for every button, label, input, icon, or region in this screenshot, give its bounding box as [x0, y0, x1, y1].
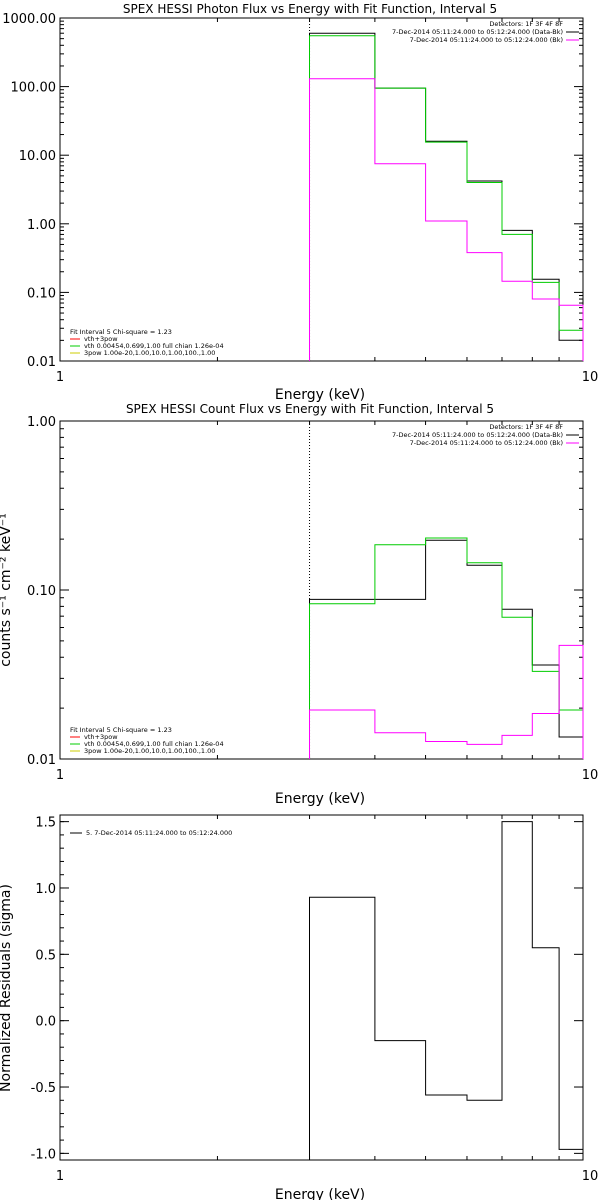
y-tick-label: 1000.00: [2, 12, 56, 27]
photon-flux-panel: SPEX HESSI Photon Flux vs Energy with Fi…: [2, 2, 598, 403]
legend-entry-text: 7-Dec-2014 05:11:24.000 to 05:12:24.000 …: [410, 36, 563, 44]
y-tick-label: 0.0: [35, 1015, 56, 1030]
x-tick-label: 10: [582, 1169, 599, 1184]
legend-entry-text: Fit Interval 5 Chi-square = 1.23: [70, 726, 172, 734]
series-step-line: [309, 821, 584, 1160]
legend-entry-text: 7-Dec-2014 05:11:24.000 to 05:12:24.000 …: [392, 28, 563, 36]
y-tick-label: 0.10: [27, 286, 56, 301]
photon-flux-series: [309, 18, 584, 361]
y-tick-label: 0.5: [35, 948, 56, 963]
y-tick-label: 0.01: [27, 355, 56, 370]
count-flux-series: [309, 421, 584, 759]
legend-entry-text: vth+3pow: [84, 335, 118, 343]
y-tick-label: -0.5: [31, 1081, 56, 1096]
series-step-line: [309, 539, 584, 759]
count-flux-legend: Detectors: 1F 3F 4F 8F7-Dec-2014 05:11:2…: [70, 423, 579, 755]
legend-entry-text: Detectors: 1F 3F 4F 8F: [489, 20, 563, 28]
residuals-legend: 5. 7-Dec-2014 05:11:24.000 to 05:12:24.0…: [70, 829, 232, 837]
legend-entry-text: vth 0.00454,0.699,1.00 full chian 1.26e-…: [84, 740, 224, 748]
residuals-plot-frame: [59, 814, 584, 1161]
x-tick-label: 1: [56, 370, 64, 385]
legend-entry-text: 3pow 1.00e-20,1.00,10.0,1.00,100.,1.00: [84, 747, 215, 755]
count-flux-title: SPEX HESSI Count Flux vs Energy with Fit…: [126, 402, 494, 416]
x-tick-label: 10: [582, 370, 599, 385]
legend-entry-text: 7-Dec-2014 05:11:24.000 to 05:12:24.000 …: [392, 431, 563, 439]
legend-entry-text: 3pow 1.00e-20,1.00,10.0,1.00,100.,1.00: [84, 349, 215, 357]
series-step-line: [309, 35, 584, 361]
photon-flux-axes: 0.01 0.10 1.00 10.00 100.00 1000.00 1 10: [2, 12, 598, 385]
legend-entry-text: Detectors: 1F 3F 4F 8F: [489, 423, 563, 431]
count-flux-plot-frame: [59, 420, 584, 760]
y-tick-label: 1.0: [35, 882, 56, 897]
photon-flux-title: SPEX HESSI Photon Flux vs Energy with Fi…: [123, 2, 497, 16]
x-tick-label: 10: [582, 768, 599, 783]
legend-entry-text: 7-Dec-2014 05:11:24.000 to 05:12:24.000 …: [410, 439, 563, 447]
count-flux-ylabel: counts s⁻¹ cm⁻² keV⁻¹: [0, 513, 14, 667]
y-tick-label: -1.0: [31, 1147, 56, 1162]
y-tick-label: 0.10: [27, 584, 56, 599]
y-tick-label: 0.01: [27, 753, 56, 768]
series-step-line: [309, 78, 584, 361]
count-flux-panel: SPEX HESSI Count Flux vs Energy with Fit…: [0, 402, 598, 807]
x-tick-label: 1: [56, 1169, 64, 1184]
residuals-axes: 1.5 1.0 0.5 0.0 -0.5 -1.01 10: [31, 815, 599, 1184]
y-tick-label: 1.00: [27, 218, 56, 233]
legend-entry-text: vth 0.00454,0.699,1.00 full chian 1.26e-…: [84, 342, 224, 350]
y-tick-label: 1.5: [35, 816, 56, 831]
y-tick-label: 1.00: [27, 415, 56, 430]
residuals-panel: Normalized Residuals (sigma) 1.5 1.0 0.5 0.…: [0, 814, 599, 1200]
series-step-line: [309, 644, 584, 759]
series-step-line: [309, 32, 584, 361]
photon-flux-xlabel: Energy (keV): [275, 387, 365, 403]
residuals-ylabel: Normalized Residuals (sigma): [0, 884, 14, 1092]
residuals-xlabel: Energy (keV): [275, 1187, 365, 1200]
series-step-line: [309, 537, 584, 759]
x-tick-label: 1: [56, 768, 64, 783]
y-tick-label: 100.00: [11, 81, 57, 96]
photon-flux-plot-frame: [59, 17, 584, 362]
photon-flux-legend: Detectors: 1F 3F 4F 8F7-Dec-2014 05:11:2…: [70, 20, 579, 357]
residuals-series: [309, 821, 584, 1160]
legend-entry-text: vth+3pow: [84, 733, 118, 741]
legend-entry-text: Fit Interval 5 Chi-square = 1.23: [70, 328, 172, 336]
count-flux-axes: 0.01 0.10 1.00 1 10: [27, 415, 598, 783]
count-flux-xlabel: Energy (keV): [275, 791, 365, 807]
legend-entry-text: 5. 7-Dec-2014 05:11:24.000 to 05:12:24.0…: [86, 829, 232, 837]
y-tick-label: 10.00: [19, 149, 56, 164]
